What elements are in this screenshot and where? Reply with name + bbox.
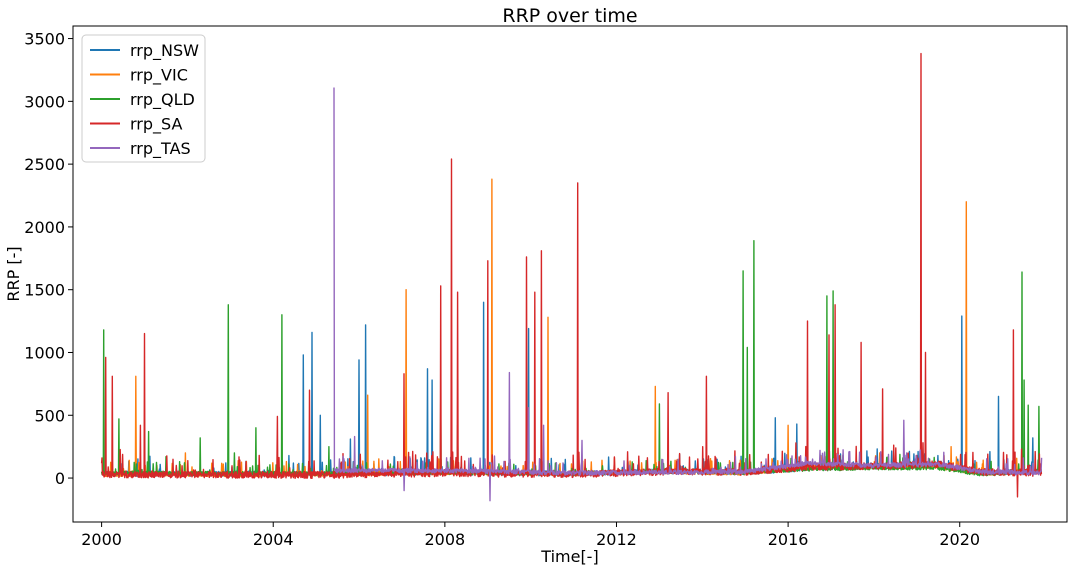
- x-tick-label: 2020: [939, 530, 980, 549]
- legend: rrp_NSW rrp_VIC rrp_QLD rrp_SA rrp_TAS: [81, 34, 206, 163]
- x-axis-ticks: 2000 2004 2008 2012 2016 2020: [81, 522, 980, 549]
- y-tick-label: 500: [34, 406, 65, 425]
- legend-label: rrp_VIC: [130, 66, 188, 86]
- legend-box: [81, 34, 206, 163]
- x-tick-label: 2008: [424, 530, 465, 549]
- plot-frame: [72, 25, 1068, 523]
- legend-label: rrp_TAS: [130, 139, 191, 159]
- y-tick-label: 1000: [24, 343, 65, 362]
- y-tick-label: 2500: [24, 155, 65, 174]
- axes: [72, 25, 1068, 523]
- y-axis-ticks: 0 500 1000 1500 2000 2500 3000 3500: [24, 30, 73, 488]
- x-axis-label: Time[-]: [540, 547, 598, 566]
- y-tick-label: 3500: [24, 30, 65, 49]
- y-tick-label: 0: [55, 469, 65, 488]
- legend-label: rrp_SA: [130, 115, 182, 135]
- x-tick-label: 2000: [81, 530, 122, 549]
- x-tick-label: 2012: [596, 530, 637, 549]
- chart-title: RRP over time: [502, 5, 637, 27]
- x-tick-label: 2004: [253, 530, 294, 549]
- plot-area: [73, 26, 1067, 522]
- y-axis-label: RRP [-]: [4, 246, 23, 301]
- legend-label: rrp_NSW: [130, 41, 199, 61]
- y-tick-label: 3000: [24, 92, 65, 111]
- series-lines: [100, 52, 1043, 502]
- legend-label: rrp_QLD: [130, 90, 195, 110]
- x-tick-label: 2016: [768, 530, 809, 549]
- y-tick-label: 2000: [24, 218, 65, 237]
- series-line-rrp_TAS: [333, 87, 1043, 502]
- y-tick-label: 1500: [24, 281, 65, 300]
